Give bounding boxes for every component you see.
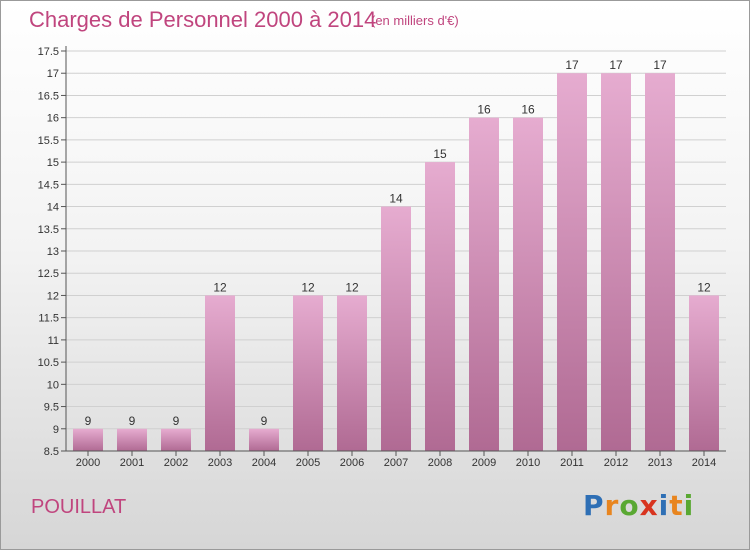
logo-letter: r <box>604 489 620 522</box>
bar-2014 <box>689 295 719 451</box>
value-label-2010: 16 <box>521 103 535 117</box>
value-label-2014: 12 <box>697 280 711 294</box>
y-tick-label: 9 <box>53 424 59 436</box>
bar-2000 <box>73 428 103 451</box>
logo-letter: i <box>683 489 695 522</box>
y-tick-label: 9.5 <box>44 402 59 414</box>
chart-title: Charges de Personnel 2000 à 2014 <box>29 7 377 32</box>
y-tick-label: 17 <box>47 68 59 80</box>
y-tick-label: 8.5 <box>44 446 59 458</box>
bar-2005 <box>293 295 323 451</box>
x-tick-label-2007: 2007 <box>384 457 408 469</box>
logo-letter: i <box>658 489 670 522</box>
y-axis: 8.5 9 9.5 10 10.5 11 11.5 12 12.5 13 13.5 14 14.5 15 1… <box>38 46 67 458</box>
y-tick-label: 16.5 <box>38 90 59 102</box>
bar-2008 <box>425 162 455 451</box>
bar-2009 <box>469 117 499 452</box>
y-tick-label: 17.5 <box>38 46 59 58</box>
y-tick-label: 10.5 <box>38 357 59 369</box>
chart-unit: (en milliers d'€) <box>371 13 459 28</box>
bar-2011 <box>557 73 587 451</box>
value-label-2002: 9 <box>173 414 180 428</box>
y-tick-label: 15 <box>47 157 59 169</box>
value-label-2013: 17 <box>653 58 667 72</box>
bar-2006 <box>337 295 367 451</box>
value-label-2000: 9 <box>85 414 92 428</box>
y-tick-label: 10 <box>47 379 59 391</box>
x-tick-label-2001: 2001 <box>120 457 144 469</box>
logo-letter: t <box>669 489 684 522</box>
x-tick-label-2013: 2013 <box>648 457 672 469</box>
x-tick-label-2014: 2014 <box>692 457 716 469</box>
x-tick-label-2010: 2010 <box>516 457 540 469</box>
y-tick-label: 11.5 <box>38 313 59 325</box>
x-tick-label-2012: 2012 <box>604 457 628 469</box>
x-tick-label-2006: 2006 <box>340 457 364 469</box>
y-tick-label: 12 <box>47 290 59 302</box>
x-tick-label-2008: 2008 <box>428 457 452 469</box>
proxiti-logo[interactable]: Proxiti <box>583 489 694 522</box>
logo-letter: x <box>639 489 659 522</box>
bar-2013 <box>645 73 675 451</box>
value-label-2008: 15 <box>433 147 447 161</box>
logo-letter: P <box>583 489 605 522</box>
y-tick-label: 14.5 <box>38 179 59 191</box>
value-label-2004: 9 <box>261 414 268 428</box>
y-tick-label: 14 <box>47 202 59 214</box>
bar-2001 <box>117 428 147 451</box>
y-tick-label: 11 <box>48 335 59 347</box>
bar-2007 <box>381 206 411 451</box>
bar-2012 <box>601 73 631 451</box>
x-tick-label-2000: 2000 <box>76 457 100 469</box>
value-label-2009: 16 <box>477 103 491 117</box>
bars: 9 9 9 12 9 12 12 14 15 16 16 17 17 17 12 <box>73 58 719 452</box>
value-label-2012: 17 <box>609 58 623 72</box>
y-tick-label: 15.5 <box>38 135 59 147</box>
x-tick-label-2011: 2011 <box>560 457 584 469</box>
value-label-2003: 12 <box>213 280 227 294</box>
town-name: POUILLAT <box>31 496 127 518</box>
x-axis: 2000 2001 2002 2003 2004 2005 2006 2007 2008 2009… <box>66 450 726 469</box>
y-tick-label: 13.5 <box>38 224 59 236</box>
value-label-2007: 14 <box>389 192 403 206</box>
value-label-2011: 17 <box>565 58 579 72</box>
bar-2002 <box>161 428 191 451</box>
x-tick-label-2004: 2004 <box>252 457 276 469</box>
bar-2004 <box>249 428 279 451</box>
x-tick-label-2005: 2005 <box>296 457 320 469</box>
x-tick-label-2002: 2002 <box>164 457 188 469</box>
y-tick-label: 12.5 <box>38 268 59 280</box>
x-tick-label-2003: 2003 <box>208 457 232 469</box>
value-label-2005: 12 <box>301 280 315 294</box>
y-tick-label: 16 <box>47 113 59 125</box>
x-tick-label-2009: 2009 <box>472 457 496 469</box>
value-label-2006: 12 <box>345 280 359 294</box>
y-tick-label: 13 <box>47 246 59 258</box>
bar-2010 <box>513 117 543 452</box>
logo-letter: o <box>619 489 640 522</box>
bar-2003 <box>205 295 235 451</box>
value-label-2001: 9 <box>129 414 136 428</box>
